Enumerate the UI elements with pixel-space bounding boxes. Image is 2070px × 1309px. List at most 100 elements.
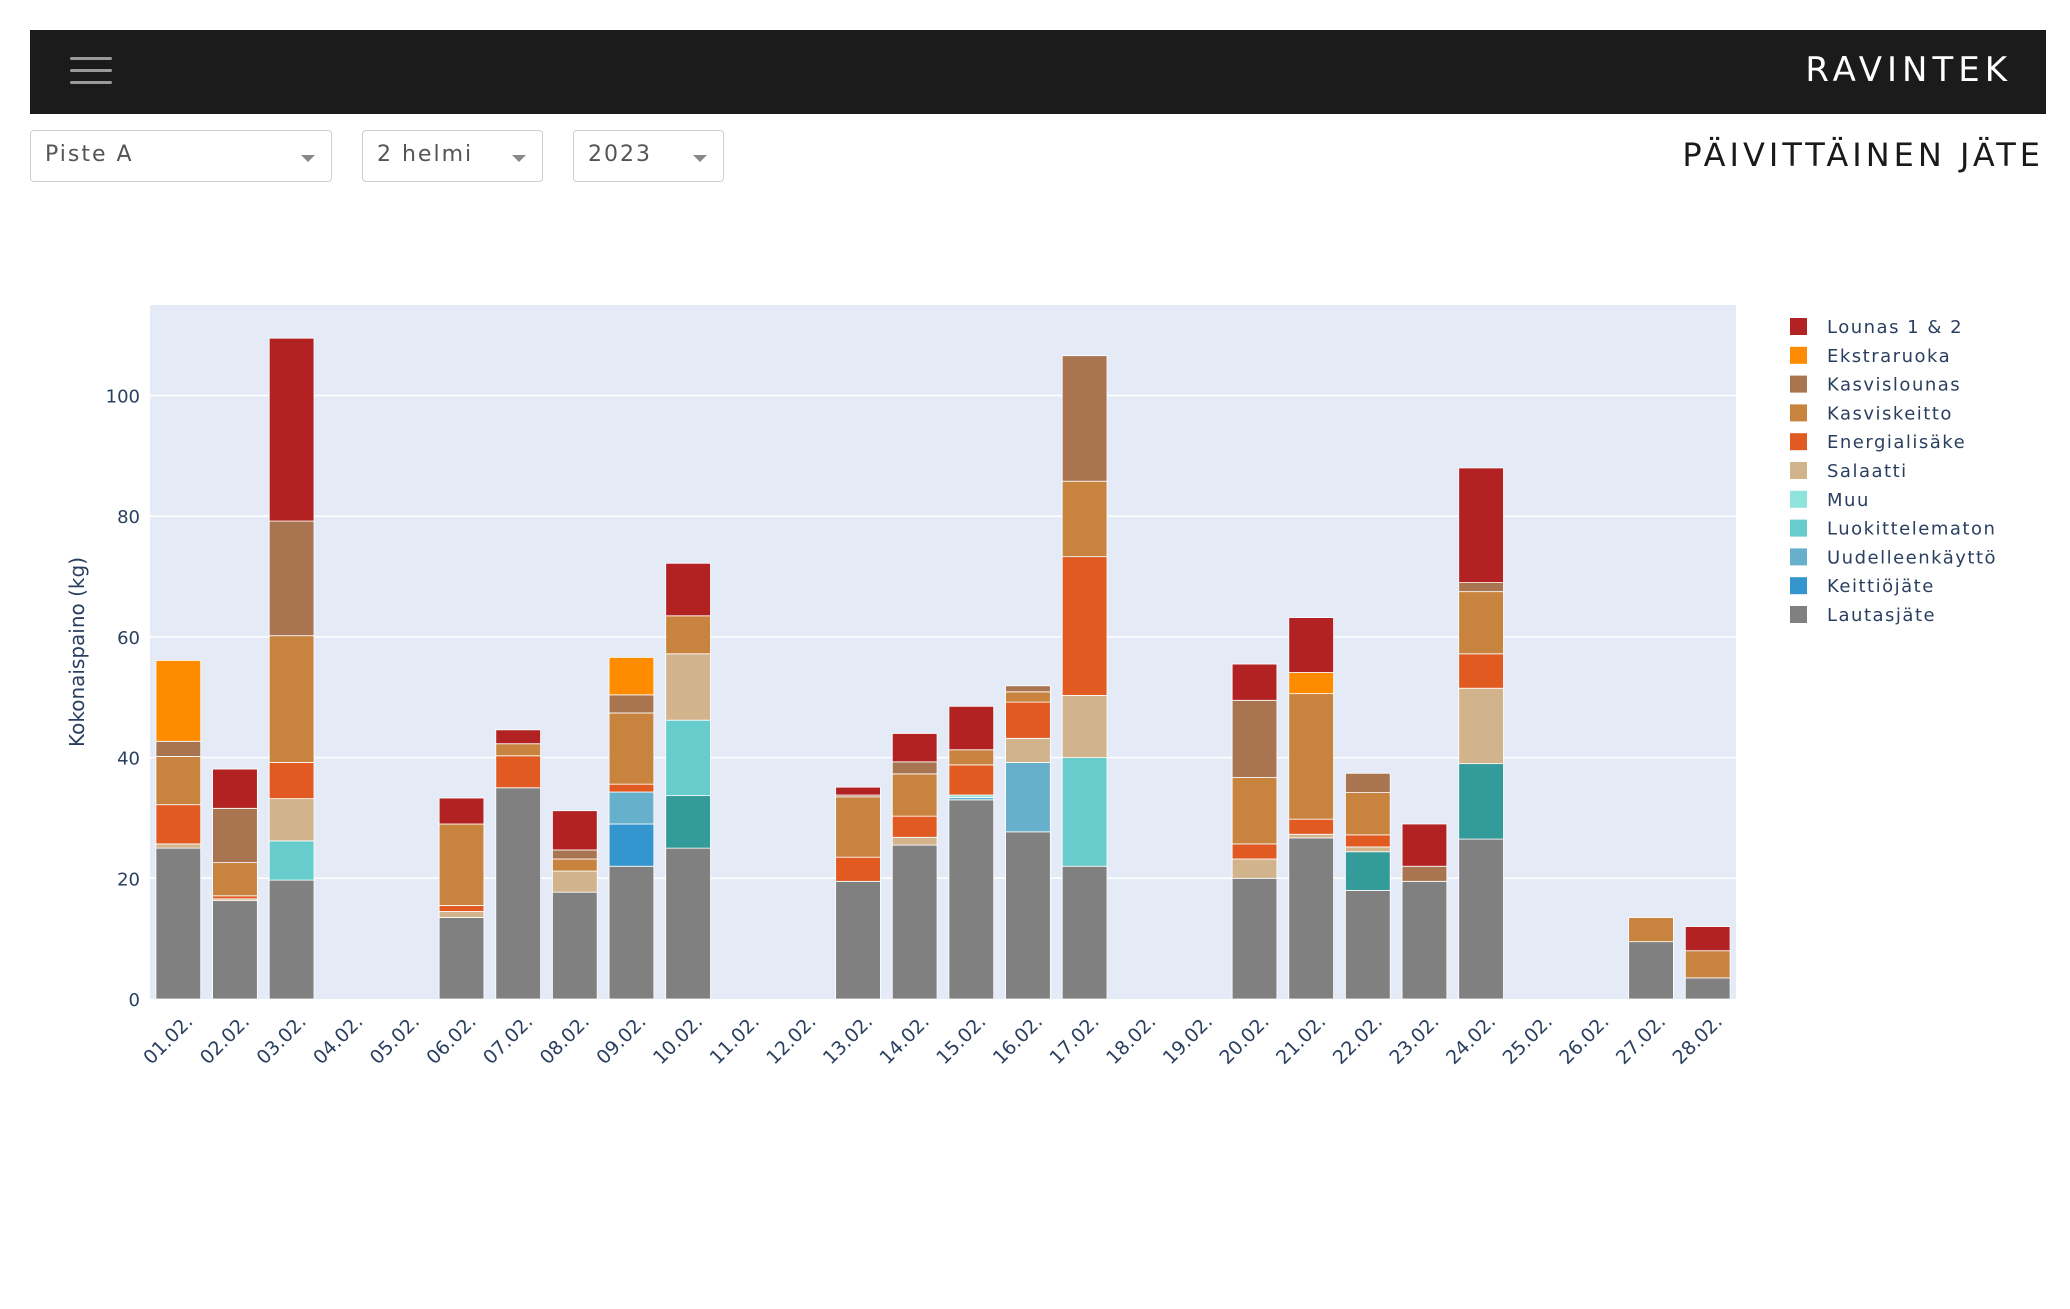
bar-segment[interactable] [948, 764, 995, 796]
bar-segment[interactable] [1061, 480, 1108, 558]
bar-segment[interactable] [1458, 653, 1504, 689]
bar-segment[interactable] [1458, 838, 1504, 1000]
bar-segment[interactable] [1231, 699, 1278, 778]
bar-segment[interactable] [552, 891, 598, 1000]
bar-segment[interactable] [552, 810, 598, 851]
bar-segment[interactable] [212, 900, 258, 1000]
bar-segment[interactable] [438, 905, 485, 912]
bar-segment[interactable] [1684, 950, 1731, 979]
bar-segment[interactable] [552, 870, 598, 893]
bar-segment[interactable] [1628, 917, 1674, 943]
bar-segment[interactable] [835, 880, 881, 1000]
hamburger-menu-icon[interactable] [70, 53, 112, 89]
legend-item[interactable]: Energialisäke [1790, 432, 1966, 453]
bar-segment[interactable] [665, 719, 711, 797]
bar-segment[interactable] [268, 520, 315, 637]
bar-segment[interactable] [1345, 792, 1391, 836]
bar-segment[interactable] [438, 797, 485, 825]
bar-segment[interactable] [1345, 834, 1391, 848]
bar-segment[interactable] [891, 773, 938, 817]
bar-segment[interactable] [891, 733, 938, 763]
bar-segment[interactable] [835, 796, 881, 858]
bar-segment[interactable] [1005, 737, 1051, 763]
bar-segment[interactable] [1288, 617, 1334, 673]
bar-segment[interactable] [268, 798, 315, 842]
bar-segment[interactable] [948, 705, 995, 751]
bar-segment[interactable] [1288, 672, 1334, 695]
bar-segment[interactable] [1231, 663, 1278, 701]
legend-item[interactable]: Uudelleenkäyttö [1790, 547, 1997, 568]
location-select[interactable]: Piste A [30, 130, 332, 182]
bar-segment[interactable] [155, 843, 202, 849]
bar-segment[interactable] [1288, 693, 1334, 820]
bar-segment[interactable] [268, 840, 315, 881]
bar-segment[interactable] [552, 858, 598, 872]
bar-segment[interactable] [212, 768, 258, 809]
bar-segment[interactable] [1005, 691, 1051, 703]
bar-segment[interactable] [1345, 846, 1391, 853]
bar-segment[interactable] [1005, 685, 1051, 693]
bar-segment[interactable] [1684, 977, 1731, 1000]
bar-segment[interactable] [438, 911, 485, 918]
bar-segment[interactable] [608, 712, 655, 785]
bar-segment[interactable] [438, 823, 485, 906]
bar-segment[interactable] [155, 847, 202, 1000]
bar-segment[interactable] [665, 615, 711, 655]
bar-segment[interactable] [948, 799, 995, 1000]
legend-item[interactable]: Ekstraruoka [1790, 346, 1951, 367]
year-select[interactable]: 2023 [573, 130, 724, 182]
bar-segment[interactable] [1458, 591, 1504, 655]
bar-segment[interactable] [1401, 823, 1448, 867]
bar-segment[interactable] [155, 660, 202, 742]
bar-segment[interactable] [1231, 777, 1278, 845]
bar-segment[interactable] [608, 694, 655, 714]
legend-item[interactable]: Lautasjäte [1790, 605, 1936, 626]
bar-segment[interactable] [1231, 858, 1278, 879]
bar-segment[interactable] [1458, 763, 1504, 840]
bar-segment[interactable] [665, 847, 711, 1000]
bar-segment[interactable] [1458, 467, 1504, 583]
bar-segment[interactable] [495, 729, 541, 745]
bar-segment[interactable] [1345, 851, 1391, 891]
bar-segment[interactable] [212, 807, 258, 864]
bar-segment[interactable] [835, 786, 881, 796]
bar-segment[interactable] [891, 761, 938, 775]
bar-segment[interactable] [608, 783, 655, 793]
bar-segment[interactable] [891, 844, 938, 1000]
bar-segment[interactable] [1061, 556, 1108, 696]
legend-item[interactable]: Keittiöjäte [1790, 576, 1935, 597]
bar-segment[interactable] [608, 865, 655, 1000]
bar-segment[interactable] [608, 791, 655, 825]
bar-segment[interactable] [1005, 762, 1051, 833]
bar-segment[interactable] [268, 879, 315, 1000]
bar-segment[interactable] [665, 795, 711, 849]
bar-segment[interactable] [891, 836, 938, 846]
bar-segment[interactable] [438, 917, 485, 1000]
legend-item[interactable]: Kasviskeitto [1790, 403, 1953, 424]
bar-segment[interactable] [1345, 889, 1391, 1000]
bar-segment[interactable] [1628, 941, 1674, 1000]
bar-segment[interactable] [1288, 833, 1334, 839]
bar-segment[interactable] [1288, 818, 1334, 835]
bar-segment[interactable] [495, 755, 541, 789]
bar-segment[interactable] [1458, 582, 1504, 593]
legend-item[interactable]: Muu [1790, 490, 1870, 511]
bar-segment[interactable] [1061, 355, 1108, 482]
bar-segment[interactable] [608, 823, 655, 867]
bar-segment[interactable] [495, 787, 541, 1000]
bar-segment[interactable] [268, 762, 315, 800]
legend-item[interactable]: Kasvislounas [1790, 375, 1961, 396]
bar-segment[interactable] [212, 862, 258, 897]
bar-segment[interactable] [1401, 880, 1448, 1000]
bar-segment[interactable] [891, 815, 938, 838]
bar-segment[interactable] [212, 895, 258, 900]
bar-segment[interactable] [1061, 695, 1108, 759]
bar-segment[interactable] [1684, 926, 1731, 952]
legend-item[interactable]: Salaatti [1790, 461, 1908, 482]
bar-segment[interactable] [1061, 757, 1108, 867]
bar-segment[interactable] [155, 740, 202, 757]
month-select[interactable]: 2 helmi [362, 130, 543, 182]
bar-segment[interactable] [1231, 877, 1278, 1000]
bar-segment[interactable] [268, 635, 315, 763]
legend-item[interactable]: Luokittelematon [1790, 519, 1996, 540]
